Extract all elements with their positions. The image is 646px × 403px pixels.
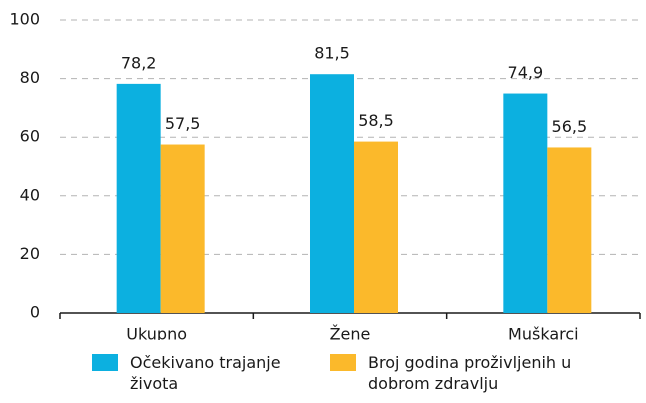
bar [503,93,548,313]
legend-item: Broj godina proživljenih u dobrom zdravl… [330,352,610,394]
legend-label: Očekivano trajanje života [130,353,281,393]
bar [160,144,205,313]
value-label: 56,5 [552,117,588,136]
value-label: 74,9 [508,63,544,82]
bar [310,74,354,313]
legend-label: Broj godina proživljenih u dobrom zdravl… [368,353,572,393]
y-tick-label: 20 [20,244,40,263]
value-label: 78,2 [121,53,157,72]
x-tick-label: Žene [330,325,371,341]
y-tick-label: 60 [20,127,40,146]
x-tick-label: Muškarci [508,325,579,341]
value-label: 57,5 [165,114,201,133]
value-label: 58,5 [358,111,394,130]
y-tick-label: 100 [9,10,40,29]
y-tick-label: 0 [30,303,40,322]
plot: 0 20 40 60 80 100 Ukupno 78,2 57,5 Žene 81,5 58,5 Mu… [9,10,641,341]
bar [116,83,161,314]
value-label: 81,5 [314,44,350,63]
y-tick-label: 40 [20,185,40,204]
y-tick-label: 80 [20,68,40,87]
legend-swatch [92,354,118,371]
legend-item: Očekivano trajanje života [92,352,292,394]
bar [547,147,592,313]
x-tick-label: Ukupno [126,325,187,341]
bar [354,141,398,313]
legend-swatch [330,354,356,371]
